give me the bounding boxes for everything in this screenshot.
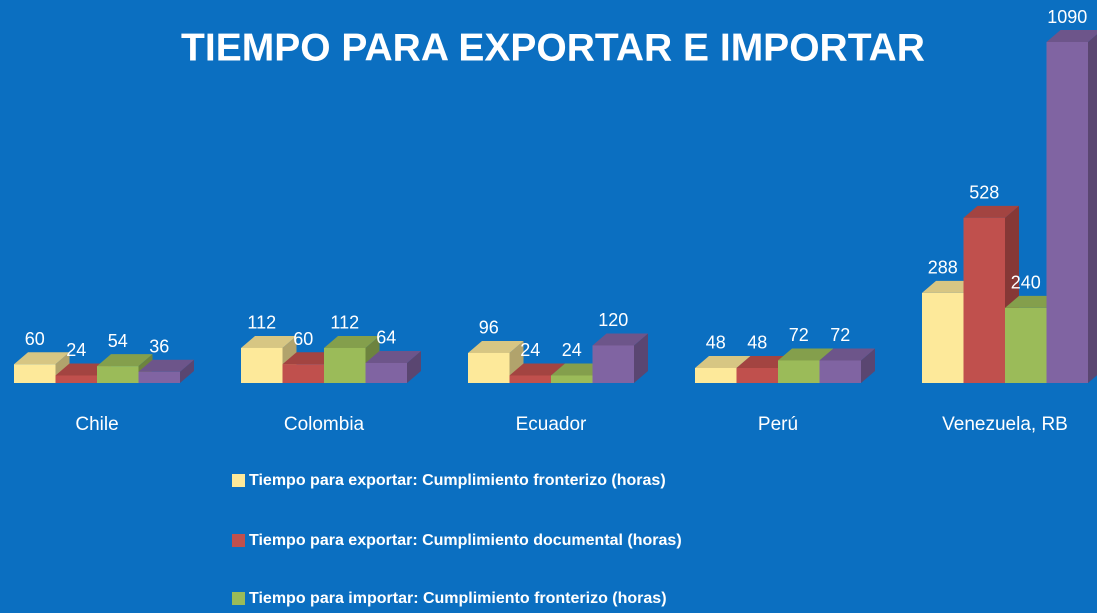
bar (778, 360, 820, 383)
legend-item: Tiempo para exportar: Cumplimiento docum… (232, 526, 682, 555)
x-tick-label: Colombia (284, 414, 365, 435)
value-label: 24 (520, 340, 540, 360)
bar-side (407, 350, 421, 383)
legend-label: Tiempo para exportar: Cumplimiento front… (249, 472, 666, 489)
bar-top (819, 348, 875, 361)
legend-label: Tiempo para exportar: Cumplimiento docum… (249, 532, 682, 549)
x-tick-label: Chile (75, 414, 118, 435)
bar (551, 375, 593, 383)
bar (365, 362, 407, 383)
value-label: 48 (747, 333, 767, 353)
bar (55, 375, 97, 383)
bar (324, 347, 366, 383)
bar (922, 292, 964, 383)
chart-title: TIEMPO PARA EXPORTAR E IMPORTAR (181, 26, 925, 69)
bar-side (1088, 34, 1097, 383)
bar (1005, 307, 1047, 383)
x-tick-label: Ecuador (516, 414, 587, 435)
bar-top (138, 359, 194, 372)
bar (14, 364, 56, 383)
bar-top (241, 335, 297, 348)
legend-item: Tiempo para exportar: Cumplimiento front… (232, 466, 666, 495)
bar (509, 375, 551, 383)
value-label: 64 (376, 328, 396, 348)
bar (241, 347, 283, 383)
value-label: 36 (149, 336, 169, 356)
value-label: 120 (598, 310, 628, 330)
value-label: 240 (1011, 273, 1041, 293)
value-label: 48 (706, 333, 726, 353)
bar-top (324, 335, 380, 348)
value-label: 60 (293, 329, 313, 349)
legend-label: Tiempo para importar: Cumplimiento front… (249, 590, 667, 607)
bar (1046, 42, 1088, 383)
bar (592, 345, 634, 383)
bar-top (963, 205, 1019, 218)
legend-swatch (232, 592, 245, 605)
bar (736, 367, 778, 383)
value-label: 528 (969, 183, 999, 203)
bar-top (509, 363, 565, 376)
value-label: 112 (247, 313, 276, 333)
bar-top (695, 355, 751, 368)
bar (695, 367, 737, 383)
bar-side (180, 359, 194, 383)
bar-top (592, 333, 648, 346)
legend-item: Tiempo para importar: Cumplimiento front… (232, 584, 667, 613)
legend-swatch (232, 534, 245, 547)
bar (819, 360, 861, 383)
value-label: 54 (108, 331, 128, 351)
bar-side (634, 333, 648, 383)
value-label: 1090 (1047, 7, 1087, 27)
bar-top (365, 350, 421, 363)
bar-top (97, 354, 153, 367)
value-label: 24 (66, 340, 86, 360)
legend-swatch (232, 474, 245, 487)
bar (138, 371, 180, 383)
value-label: 96 (479, 318, 499, 338)
value-label: 112 (330, 313, 359, 333)
bar (282, 364, 324, 383)
value-label: 288 (928, 258, 958, 278)
value-label: 72 (789, 325, 809, 345)
bar-top (1046, 30, 1097, 42)
bar-top (14, 352, 70, 365)
bar-side (861, 348, 875, 383)
bar (963, 217, 1005, 383)
value-label: 24 (562, 340, 582, 360)
x-tick-label: Venezuela, RB (942, 414, 1068, 435)
bar-top (468, 340, 524, 353)
bar (97, 366, 139, 383)
value-label: 60 (25, 329, 45, 349)
value-label: 72 (830, 325, 850, 345)
x-tick-label: Perú (758, 414, 798, 435)
bar-top (778, 348, 834, 361)
bar (468, 352, 510, 383)
